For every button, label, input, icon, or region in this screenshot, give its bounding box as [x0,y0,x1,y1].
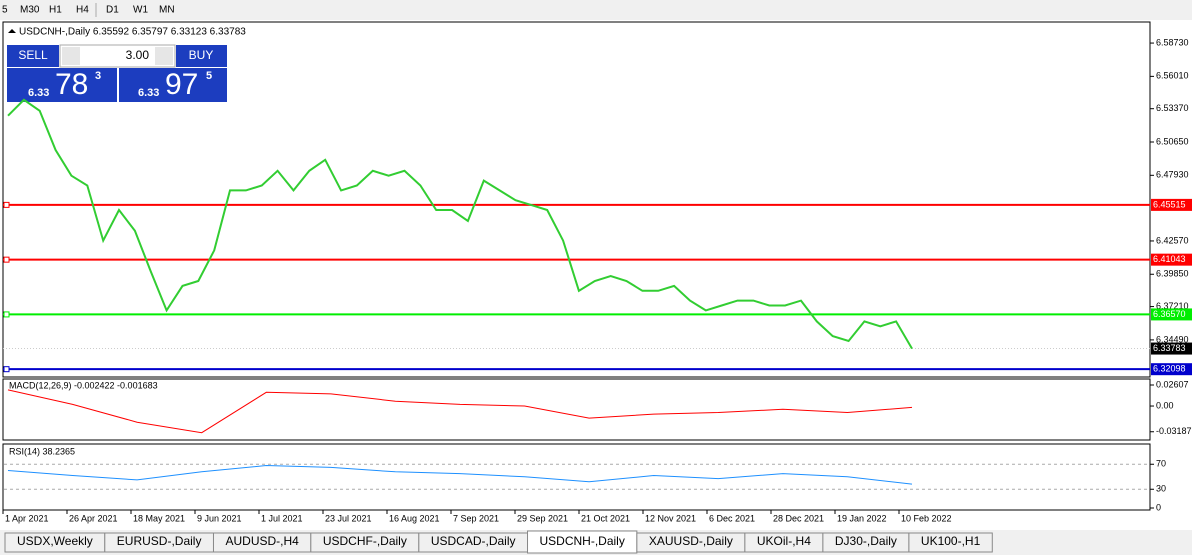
bid-sup: 3 [95,70,101,82]
bid-box[interactable] [7,68,117,102]
x-tick-label: 26 Apr 2021 [69,513,118,523]
macd-pane [2,378,1151,441]
toolbar [0,0,1192,20]
x-tick-label: 7 Sep 2021 [453,513,499,523]
y-tick-label: 0.02607 [1156,379,1189,389]
x-tick-label: 19 Jan 2022 [837,513,887,523]
level-label-box [1151,308,1192,321]
buy-button[interactable] [176,45,227,67]
ask-sup: 5 [206,70,212,82]
lot-up[interactable] [155,47,173,65]
tab-label: EURUSD-,Daily [117,534,202,548]
tab-label: USDCNH-,Daily [540,534,625,548]
sell-label: SELL [18,48,48,62]
timeframe-button[interactable]: M30 [20,5,40,16]
tab-label: DJ30-,Daily [835,534,897,548]
buy-label: BUY [189,48,214,62]
y-tick-label: 6.58730 [1156,37,1189,47]
rsi-title: RSI(14) 38.2365 [9,446,75,456]
x-tick-label: 21 Oct 2021 [581,513,630,523]
y-tick-label: 70 [1156,459,1166,469]
y-tick-label: 6.42570 [1156,235,1189,245]
tab-label: XAUUSD-,Daily [649,534,733,548]
tab-label: UKOil-,H4 [757,534,811,548]
timeframe-button[interactable]: H4 [76,5,89,16]
ask-main: 97 [165,68,198,101]
x-tick-label: 6 Dec 2021 [709,513,755,523]
lot-down[interactable] [62,47,80,65]
y-tick-label: 6.37210 [1156,301,1189,311]
ask-big: 6.33 [138,87,159,99]
x-tick-label: 1 Apr 2021 [5,513,49,523]
price-line [7,464,913,485]
last-price-box [1151,342,1192,355]
last-price-label: 6.33783 [1153,343,1186,353]
level-label-box [1151,198,1192,211]
collapse-icon [8,29,16,33]
price-line [7,389,913,434]
level-label: 6.45515 [1153,199,1186,209]
chart-title: USDCNH-,Daily 6.35592 6.35797 6.33123 6.… [19,27,246,38]
level-label-box [1151,253,1192,266]
y-tick-label: 6.53370 [1156,103,1189,113]
x-tick-label: 18 May 2021 [133,513,185,523]
x-tick-label: 16 Aug 2021 [389,513,440,523]
timeframe-button[interactable]: 5 [2,5,8,16]
x-tick-label: 29 Sep 2021 [517,513,568,523]
ask-box[interactable] [119,68,227,102]
y-tick-label: 30 [1156,484,1166,494]
sell-button[interactable] [7,45,59,67]
y-tick-label: 6.56010 [1156,71,1189,81]
macd-title: MACD(12,26,9) -0.002422 -0.001683 [9,380,158,390]
level-handle [3,256,10,263]
price-line [7,98,913,350]
trade-panel: SELL 3.00 BUY 6.33 78 3 6.33 97 5 [7,44,227,102]
timeframe-button[interactable]: D1 [106,5,119,16]
tab-label: USDX,Weekly [17,534,93,548]
x-tick-label: 1 Jul 2021 [261,513,303,523]
x-tick-label: 28 Dec 2021 [773,513,824,523]
level-label: 6.36570 [1153,309,1186,319]
level-label: 6.41043 [1153,254,1186,264]
tab[interactable] [908,532,993,553]
level-handle [3,201,10,208]
lot-input[interactable] [59,44,176,68]
level-label: 6.32098 [1153,364,1186,374]
level-handle [3,366,10,373]
y-tick-label: 6.39850 [1156,269,1189,279]
y-tick-label: 0 [1156,502,1161,512]
rsi-pane [2,443,1151,511]
tab-label: USDCAD-,Daily [431,534,516,548]
level-label-box [1151,363,1192,376]
y-tick-label: -0.03187 [1156,426,1192,436]
y-tick-label: 6.50650 [1156,136,1189,146]
y-tick-label: 6.34490 [1156,334,1189,344]
x-tick-label: 23 Jul 2021 [325,513,372,523]
tab-label: UK100-,H1 [921,534,981,548]
x-tick-label: 10 Feb 2022 [901,513,952,523]
tab-label: AUDUSD-,H4 [225,534,299,548]
level-handle [3,311,10,318]
bid-big: 6.33 [28,87,49,99]
tab-label: USDCHF-,Daily [323,534,407,548]
x-tick-label: 12 Nov 2021 [645,513,696,523]
bid-main: 78 [55,68,88,101]
timeframe-button[interactable]: W1 [133,5,148,16]
lot-value: 3.00 [126,48,150,62]
y-tick-label: 6.47930 [1156,170,1189,180]
timeframe-button[interactable]: MN [159,5,175,16]
y-tick-label: 0.00 [1156,400,1174,410]
timeframe-button[interactable]: H1 [49,5,62,16]
x-tick-label: 9 Jun 2021 [197,513,242,523]
